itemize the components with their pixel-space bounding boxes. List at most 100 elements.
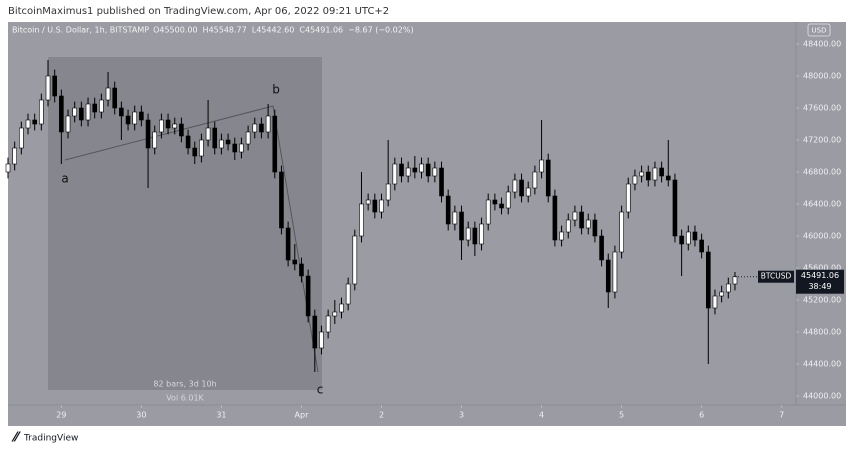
point-c-label: c	[317, 383, 324, 397]
price-tag-bg	[796, 269, 844, 294]
candle-body	[32, 119, 37, 125]
candle-body	[325, 315, 331, 333]
candle-body	[445, 195, 451, 225]
candle-body	[159, 119, 164, 133]
candle-body	[492, 199, 498, 205]
candle-body	[585, 219, 591, 229]
candle-body	[12, 147, 17, 165]
candle-body	[525, 187, 531, 197]
candle-body	[545, 159, 551, 197]
date-range-box	[48, 57, 322, 390]
candle-body	[639, 171, 644, 177]
candle-body	[319, 331, 324, 349]
range-bars-label: 82 bars, 3d 10h	[153, 380, 216, 389]
y-tick-label: 47600.00	[803, 104, 841, 113]
candle-body	[259, 123, 264, 133]
candle-body	[719, 291, 724, 297]
candle-body	[212, 127, 218, 149]
candle-body	[112, 87, 118, 109]
candle-body	[139, 111, 144, 121]
candle-body	[552, 195, 558, 241]
currency-label: USD	[812, 27, 827, 35]
tradingview-brand: TradingView	[23, 434, 78, 444]
y-tick-label: 44400.00	[803, 360, 841, 369]
candle-body	[119, 107, 124, 117]
candle-body	[679, 235, 684, 245]
candle-body	[485, 199, 491, 225]
candle-body	[239, 143, 244, 153]
candle-body	[665, 175, 671, 181]
candle-body	[179, 123, 184, 137]
candle-body	[559, 231, 564, 241]
y-tick-label: 46800.00	[803, 168, 841, 177]
point-b-label: b	[272, 83, 280, 97]
candle-body	[712, 295, 718, 309]
candle-body	[72, 107, 77, 117]
candle-body	[645, 171, 651, 181]
candle-body	[279, 171, 284, 229]
symbol-label: Bitcoin / U.S. Dollar, 1h, BITSTAMP	[12, 26, 149, 35]
y-tick-label: 46000.00	[803, 232, 841, 241]
y-tick-label: 45200.00	[803, 296, 841, 305]
candle-body	[332, 311, 338, 317]
candle-body	[79, 107, 84, 121]
candle-body	[392, 163, 398, 185]
x-tick-label: 4	[539, 411, 544, 420]
candle-body	[399, 163, 404, 177]
candle-body	[292, 259, 298, 265]
candle-body	[85, 103, 91, 121]
candle-body	[619, 211, 624, 253]
candle-body	[132, 111, 138, 125]
candle-body	[145, 119, 151, 149]
price-tag: 45491.06	[801, 271, 839, 280]
candle-body	[625, 183, 631, 213]
candle-body	[372, 199, 378, 213]
legend-value: H45548.77	[203, 26, 247, 35]
candle-body	[265, 115, 271, 133]
candle-body	[352, 235, 358, 285]
candle-body	[199, 139, 204, 157]
candle-body	[659, 167, 664, 177]
tradingview-logo-mark: ⁄⁄	[11, 431, 21, 446]
candle-body	[245, 131, 251, 145]
candle-body	[412, 167, 418, 173]
x-tick-label: 2	[379, 411, 384, 420]
x-tick-label: 6	[699, 411, 704, 420]
candle-body	[705, 251, 711, 309]
candle-body	[205, 127, 211, 141]
candle-body	[345, 283, 351, 305]
candle-body	[672, 179, 678, 237]
candle-body	[652, 167, 658, 181]
candle-body	[452, 211, 458, 225]
candle-body	[419, 163, 424, 173]
candle-body	[5, 163, 11, 173]
candle-body	[505, 191, 511, 209]
candle-body	[52, 75, 57, 97]
x-tick-label: 29	[56, 411, 66, 420]
candle-body	[732, 276, 738, 285]
candle-body	[685, 231, 691, 245]
candle-body	[65, 115, 71, 133]
y-tick-label: 44800.00	[803, 328, 841, 337]
candle-body	[25, 119, 31, 129]
candle-body	[425, 163, 431, 177]
x-tick-label: 7	[779, 411, 784, 420]
x-tick-label: 5	[619, 411, 624, 420]
candle-body	[432, 167, 438, 177]
candle-body	[605, 259, 611, 293]
candle-body	[359, 203, 364, 237]
candle-body	[726, 283, 731, 293]
legend-value: L45442.60	[252, 26, 295, 35]
candle-body	[459, 211, 464, 241]
legend-value: O45500.00	[153, 26, 197, 35]
candle-body	[105, 87, 111, 101]
candle-body	[379, 199, 384, 213]
currency-badge[interactable]	[807, 23, 831, 37]
candle-body	[479, 223, 484, 245]
candle-body	[45, 75, 51, 101]
candle-body	[299, 263, 304, 277]
x-tick-label: 3	[459, 411, 464, 420]
candle-body	[285, 227, 291, 261]
candle-body	[519, 179, 524, 197]
